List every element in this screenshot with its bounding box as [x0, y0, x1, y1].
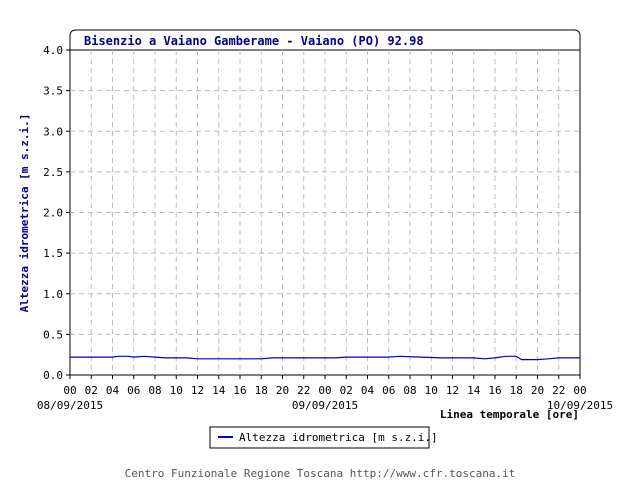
x-tick-label: 04: [106, 384, 120, 397]
y-tick-label: 0.0: [43, 369, 63, 382]
grid: [70, 50, 580, 375]
x-date-label: 10/09/2015: [547, 399, 613, 412]
y-tick-label: 1.0: [43, 288, 63, 301]
y-tick-label: 2.0: [43, 207, 63, 220]
x-tick-label: 00: [63, 384, 76, 397]
y-tick-label: 1.5: [43, 247, 63, 260]
x-axis-ticks: 00 02 04 06 08 10 12 14 16 18 20 22 00 02 04 06 08 10 12 14…: [63, 375, 587, 397]
y-tick-label: 2.5: [43, 166, 63, 179]
legend-label: Altezza idrometrica [m s.z.i.]: [239, 431, 438, 444]
chart-title: Bisenzio a Vaiano Gamberame - Vaiano (PO…: [84, 34, 424, 48]
x-axis-dates: 08/09/2015 09/09/2015 10/09/2015: [37, 399, 613, 412]
x-tick-label: 16: [488, 384, 501, 397]
y-tick-label: 4.0: [43, 44, 63, 57]
x-date-label: 08/09/2015: [37, 399, 103, 412]
x-tick-label: 18: [255, 384, 268, 397]
x-tick-label: 22: [297, 384, 310, 397]
x-tick-label: 02: [85, 384, 98, 397]
x-date-label: 09/09/2015: [292, 399, 358, 412]
x-tick-label: 00: [573, 384, 586, 397]
y-tick-label: 0.5: [43, 328, 63, 341]
x-tick-label: 06: [127, 384, 140, 397]
y-tick-label: 3.0: [43, 125, 63, 138]
series-line: [70, 355, 580, 361]
x-tick-label: 08: [148, 384, 161, 397]
x-tick-label: 00: [318, 384, 331, 397]
x-tick-label: 18: [510, 384, 523, 397]
y-axis-ticks: 0.0 0.5 1.0 1.5 2.0 2.5 3.0 3.5 4.0: [43, 44, 70, 382]
x-tick-label: 16: [233, 384, 246, 397]
x-tick-label: 12: [446, 384, 459, 397]
series-layer: [70, 355, 580, 361]
y-tick-label: 3.5: [43, 85, 63, 98]
x-tick-label: 20: [531, 384, 544, 397]
x-tick-label: 06: [382, 384, 395, 397]
x-tick-label: 12: [191, 384, 204, 397]
footer-credit: Centro Funzionale Regione Toscana http:/…: [125, 467, 516, 480]
x-tick-label: 08: [403, 384, 416, 397]
x-tick-label: 10: [425, 384, 438, 397]
x-tick-label: 22: [552, 384, 565, 397]
x-axis-label: Linea temporale [ore]: [440, 408, 579, 421]
legend-box: [209, 426, 430, 449]
x-tick-label: 02: [340, 384, 353, 397]
x-tick-label: 04: [361, 384, 375, 397]
x-tick-label: 10: [170, 384, 183, 397]
y-axis-label: Altezza idrometrica [m s.z.i.]: [18, 114, 31, 313]
x-tick-label: 14: [212, 384, 226, 397]
x-tick-label: 20: [276, 384, 289, 397]
title-box: [69, 29, 581, 51]
x-tick-label: 14: [467, 384, 481, 397]
